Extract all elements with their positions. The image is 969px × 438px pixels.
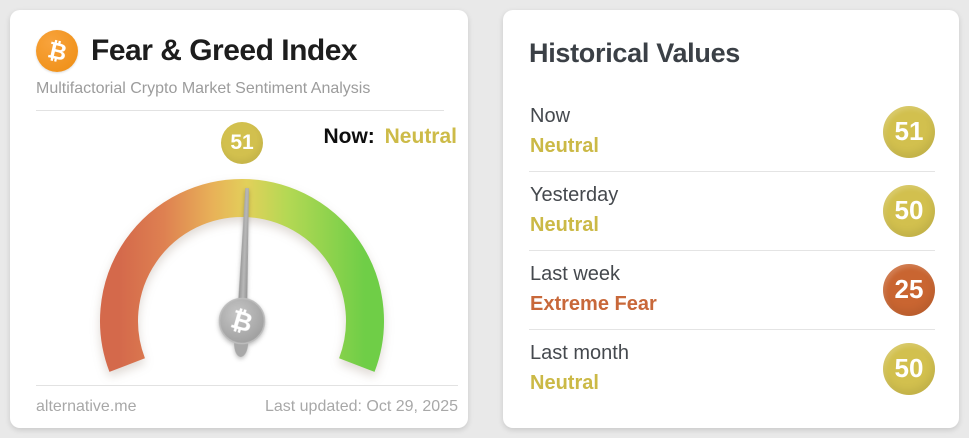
now-label: Now: bbox=[323, 125, 375, 148]
historical-values-list: Now Neutral 51 Yesterday Neutral 50 Last… bbox=[529, 93, 935, 408]
gauge-area: ₿ 51 Now: Neutral bbox=[10, 111, 468, 399]
gauge-needle bbox=[236, 188, 249, 324]
header-divider bbox=[36, 110, 444, 111]
widget-subtitle: Multifactorial Crypto Market Sentiment A… bbox=[36, 80, 371, 97]
row-sentiment-label: Neutral bbox=[530, 372, 599, 394]
now-status-line: Now: Neutral bbox=[323, 125, 457, 149]
gauge-needle-group: ₿ bbox=[218, 188, 266, 357]
row-period-label: Now bbox=[530, 105, 571, 127]
historical-row-now: Now Neutral 51 bbox=[529, 93, 935, 171]
bitcoin-glyph: ₿ bbox=[44, 36, 69, 67]
row-value-badge: 50 bbox=[883, 342, 935, 395]
row-sentiment-label: Neutral bbox=[530, 135, 599, 157]
row-value-badge: 50 bbox=[883, 184, 935, 237]
fear-greed-widget-card: ₿ Fear & Greed Index Multifactorial Cryp… bbox=[10, 10, 468, 428]
historical-row-last-month: Last month Neutral 50 bbox=[529, 329, 935, 408]
row-value-badge: 25 bbox=[883, 263, 935, 316]
now-sentiment-value: Neutral bbox=[384, 125, 457, 148]
historical-row-yesterday: Yesterday Neutral 50 bbox=[529, 171, 935, 250]
row-sentiment-label: Extreme Fear bbox=[530, 293, 657, 315]
historical-row-last-week: Last week Extreme Fear 25 bbox=[529, 250, 935, 329]
historical-values-title: Historical Values bbox=[529, 38, 741, 68]
widget-header: ₿ Fear & Greed Index Multifactorial Cryp… bbox=[10, 10, 468, 98]
last-updated-text: Last updated: Oct 29, 2025 bbox=[264, 398, 458, 415]
widget-footer: alternative.me Last updated: Oct 29, 202… bbox=[36, 385, 458, 416]
row-period-label: Last month bbox=[530, 342, 629, 364]
gauge-hub bbox=[218, 297, 266, 345]
row-period-label: Last week bbox=[530, 263, 621, 285]
widget-title: Fear & Greed Index bbox=[91, 34, 358, 67]
row-period-label: Yesterday bbox=[530, 184, 619, 206]
historical-values-card: Historical Values Now Neutral 51 Yesterd… bbox=[503, 10, 959, 428]
gauge-value-badge: 51 bbox=[221, 122, 263, 164]
gauge-arc bbox=[100, 178, 384, 372]
row-sentiment-label: Neutral bbox=[530, 214, 599, 236]
alternative-me-link[interactable]: alternative.me bbox=[36, 398, 137, 415]
row-value-badge: 51 bbox=[883, 105, 935, 158]
bitcoin-icon: ₿ bbox=[36, 30, 78, 72]
gauge-chart: ₿ bbox=[100, 178, 384, 372]
